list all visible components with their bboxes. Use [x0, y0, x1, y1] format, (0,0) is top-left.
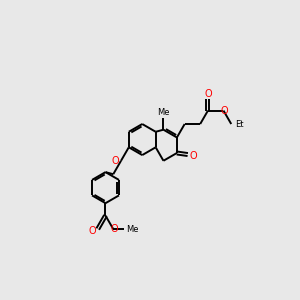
- Text: O: O: [88, 226, 96, 236]
- Text: O: O: [189, 151, 197, 161]
- Text: O: O: [220, 106, 228, 116]
- Text: Me: Me: [126, 225, 139, 234]
- Text: O: O: [205, 88, 212, 99]
- Text: O: O: [111, 224, 118, 234]
- Text: O: O: [112, 156, 119, 166]
- Text: Et: Et: [236, 119, 244, 128]
- Text: Me: Me: [157, 108, 170, 117]
